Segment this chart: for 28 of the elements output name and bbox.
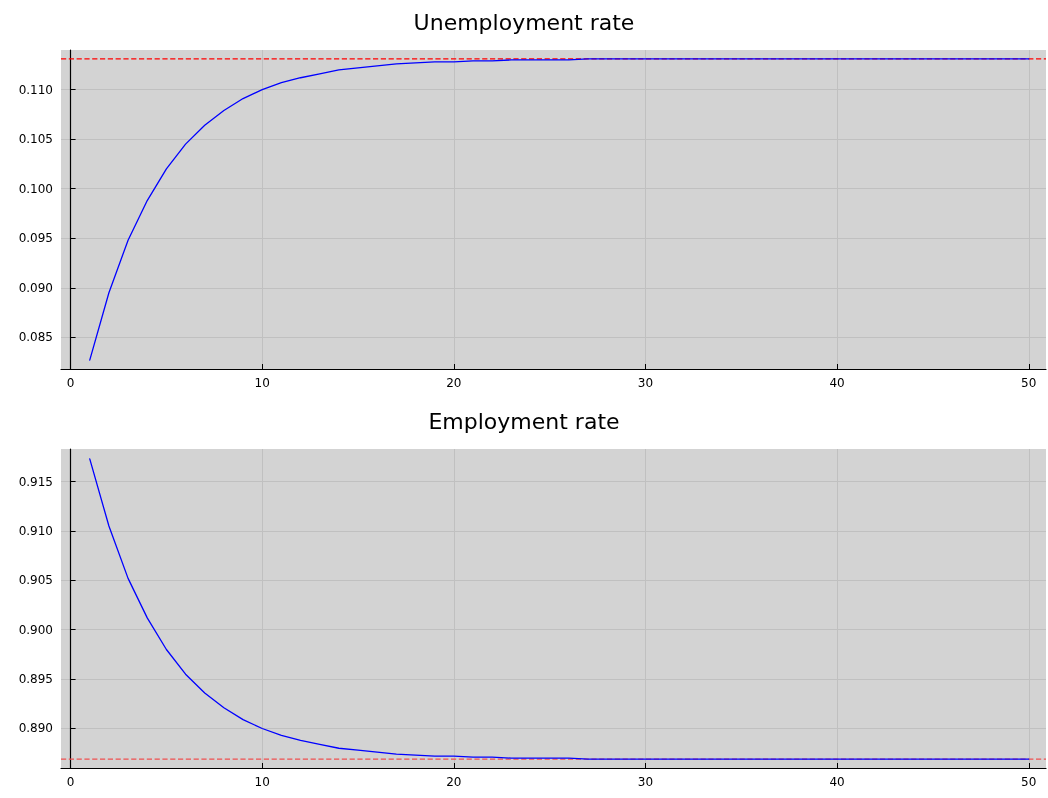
line-series <box>89 58 1030 361</box>
x-tick-label: 20 <box>446 775 462 789</box>
y-tick-label: 0.100 <box>18 181 53 196</box>
y-tick-label: 0.910 <box>18 523 53 538</box>
x-tick-label: 10 <box>254 775 270 789</box>
y-tick-label: 0.915 <box>18 474 53 489</box>
x-tick-label: 20 <box>446 376 462 390</box>
x-tick-label: 40 <box>829 775 845 789</box>
y-tick-label: 0.895 <box>18 672 53 687</box>
chart-title: Unemployment rate <box>413 9 635 35</box>
x-tick-label: 50 <box>1021 376 1037 390</box>
x-tick-label: 30 <box>637 376 654 390</box>
x-tick-label: 0 <box>66 376 75 390</box>
y-tick-label: 0.900 <box>18 622 53 637</box>
x-tick-label: 30 <box>637 775 654 789</box>
x-tick-label: 40 <box>829 376 845 390</box>
chart-title: Employment rate <box>428 408 620 434</box>
y-tick-label: 0.090 <box>18 280 53 295</box>
line-series <box>89 458 1030 760</box>
y-tick-label: 0.890 <box>18 721 53 736</box>
y-tick-label: 0.110 <box>18 82 53 97</box>
x-tick-label: 0 <box>66 775 75 789</box>
y-tick-label: 0.085 <box>18 330 53 345</box>
y-tick-label: 0.905 <box>18 573 53 588</box>
y-tick-label: 0.095 <box>18 231 53 246</box>
x-tick-label: 10 <box>254 376 270 390</box>
y-tick-label: 0.105 <box>18 132 53 147</box>
x-tick-label: 50 <box>1021 775 1037 789</box>
